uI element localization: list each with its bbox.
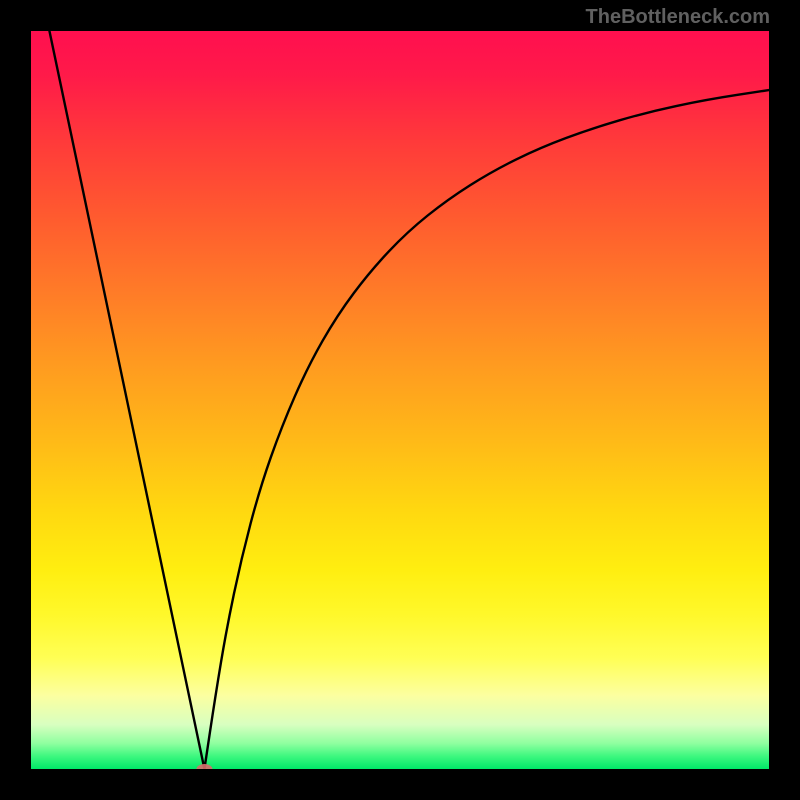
bottleneck-curve (31, 31, 769, 769)
vertex-marker (196, 764, 212, 769)
watermark-text: TheBottleneck.com (586, 6, 770, 29)
plot-area (31, 31, 769, 769)
chart-container: TheBottleneck.com (0, 0, 800, 800)
